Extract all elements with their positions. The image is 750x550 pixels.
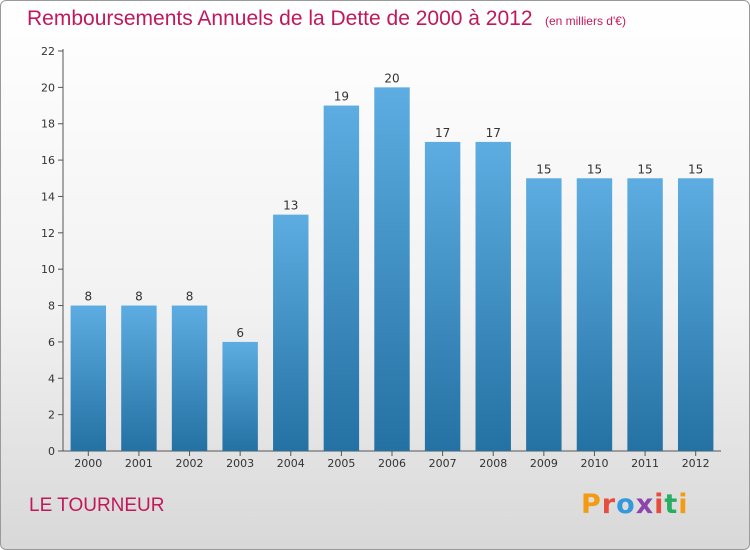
x-tick-label: 2010: [580, 457, 608, 470]
title-text: Remboursements Annuels de la Dette de 20…: [27, 7, 533, 30]
proxiti-logo[interactable]: Proxiti: [581, 489, 689, 520]
y-tick-label: 20: [41, 81, 55, 94]
data-label-2004: 13: [283, 199, 298, 213]
y-tick-label: 2: [48, 409, 55, 422]
y-tick-label: 18: [41, 118, 55, 131]
x-tick-label: 2007: [429, 457, 457, 470]
data-label-2005: 19: [334, 90, 349, 104]
data-label-2012: 15: [688, 162, 703, 176]
x-tick-label: 2001: [125, 457, 153, 470]
y-tick-label: 22: [41, 45, 55, 58]
data-label-2006: 20: [384, 71, 399, 85]
data-label-2000: 8: [84, 290, 92, 304]
x-tick-label: 2011: [631, 457, 659, 470]
title-unit: (en milliers d'€): [544, 14, 626, 28]
bar-2003: [222, 341, 258, 451]
bar-2011: [627, 178, 663, 452]
data-label-2010: 15: [587, 162, 602, 176]
bar-2012: [677, 178, 714, 452]
bar-2001: [121, 305, 157, 451]
data-label-2008: 17: [486, 126, 501, 140]
y-tick-label: 16: [41, 154, 55, 167]
x-tick-label: 2005: [327, 457, 355, 470]
data-label-2007: 17: [435, 126, 450, 140]
y-tick-label: 8: [48, 300, 55, 313]
x-tick-label: 2004: [277, 457, 305, 470]
logo-letter: o: [616, 489, 636, 520]
y-tick-label: 4: [48, 372, 55, 385]
y-tick-label: 10: [41, 263, 55, 276]
bar-2004: [273, 214, 309, 451]
bar-2005: [323, 105, 360, 451]
x-tick-label: 2002: [176, 457, 204, 470]
commune-name: LE TOURNEUR: [29, 495, 165, 516]
bars: [70, 87, 714, 452]
logo-letter: x: [635, 489, 655, 520]
x-tick-label: 2006: [378, 457, 406, 470]
bar-2008: [475, 141, 511, 451]
bar-2007: [424, 141, 461, 451]
chart-title: Remboursements Annuels de la Dette de 20…: [27, 7, 626, 31]
x-tick-label: 2003: [226, 457, 254, 470]
logo-letter: t: [664, 489, 679, 520]
logo-letter: i: [654, 489, 665, 520]
bar-2009: [526, 178, 562, 452]
data-label-2011: 15: [637, 162, 652, 176]
x-tick-label: 2012: [682, 457, 710, 470]
bar-2002: [171, 305, 208, 451]
logo-letter: P: [581, 489, 602, 520]
x-tick-label: 2000: [74, 457, 102, 470]
logo-letter: i: [678, 489, 689, 520]
bar-2010: [576, 178, 613, 452]
labels: 2000 8 2001 8 2002 8 2003 6 2004 13 2005 19 2006 20 20…: [74, 71, 709, 470]
x-tick-label: 2009: [530, 457, 558, 470]
y-tick-label: 0: [48, 445, 55, 458]
logo-letter: r: [601, 489, 617, 520]
bar-2000: [70, 305, 107, 451]
data-label-2002: 8: [186, 290, 194, 304]
data-label-2003: 6: [236, 326, 244, 340]
bar-2006: [374, 87, 410, 451]
y-tick-label: 6: [48, 336, 55, 349]
data-label-2001: 8: [135, 290, 143, 304]
y-tick-label: 12: [41, 227, 55, 240]
x-tick-label: 2008: [479, 457, 507, 470]
data-label-2009: 15: [536, 162, 551, 176]
y-tick-label: 14: [41, 190, 55, 203]
